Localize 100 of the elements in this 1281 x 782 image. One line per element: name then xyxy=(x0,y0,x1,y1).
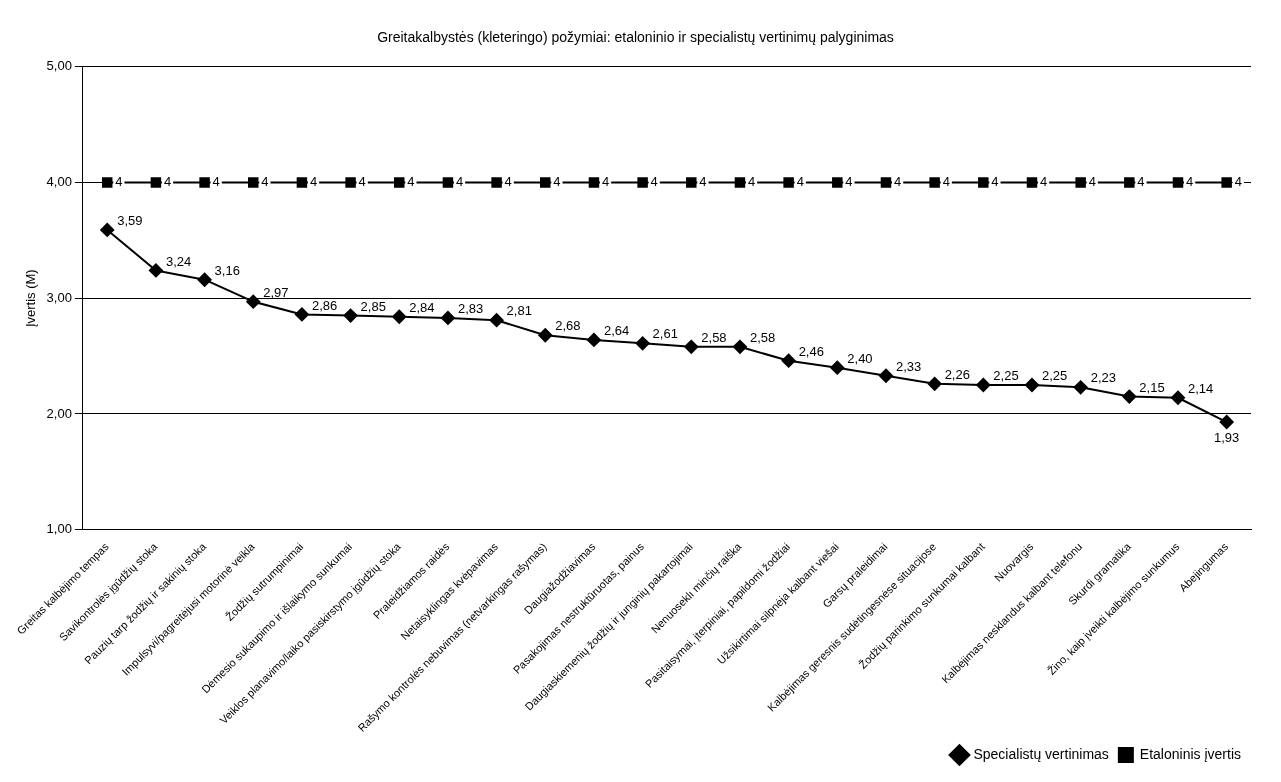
point xyxy=(830,360,845,375)
point xyxy=(686,177,697,188)
point xyxy=(392,309,407,324)
data-label: 4 xyxy=(991,174,999,190)
point xyxy=(586,332,601,347)
data-label: 2,46 xyxy=(798,343,824,359)
data-label: 4 xyxy=(796,174,804,190)
point xyxy=(1221,177,1232,188)
data-label: 4 xyxy=(163,174,172,190)
data-label: 4 xyxy=(942,174,950,190)
point xyxy=(442,177,454,188)
point xyxy=(345,177,356,188)
data-label: 4 xyxy=(407,174,415,190)
data-label: 4 xyxy=(212,174,220,190)
data-label: 4 xyxy=(1234,174,1242,190)
data-label: 2,14 xyxy=(1187,380,1214,396)
y-tick-label: 3,00 xyxy=(46,289,72,305)
point xyxy=(199,177,210,188)
point xyxy=(150,177,162,188)
data-label: 2,64 xyxy=(603,322,630,338)
point xyxy=(1122,389,1137,404)
point xyxy=(637,177,648,188)
point xyxy=(1024,378,1039,393)
point xyxy=(440,310,455,325)
y-tick-label: 2,00 xyxy=(46,405,72,421)
y-tick-label: 5,00 xyxy=(46,58,72,74)
point xyxy=(248,177,259,188)
point xyxy=(394,177,405,188)
data-label: 4 xyxy=(1088,174,1096,190)
data-label: 4 xyxy=(1185,174,1194,190)
point xyxy=(976,378,991,393)
data-label: 2,68 xyxy=(555,318,581,334)
data-label: 4 xyxy=(504,174,512,190)
point xyxy=(1073,380,1088,395)
data-label: 2,86 xyxy=(311,297,338,313)
point xyxy=(978,177,989,188)
point xyxy=(148,263,163,278)
point xyxy=(635,336,650,351)
point xyxy=(101,177,113,188)
data-label: 4 xyxy=(1039,174,1048,190)
data-label: 2,33 xyxy=(895,358,922,374)
point xyxy=(343,308,358,323)
y-tick-label: 4,00 xyxy=(46,174,72,190)
data-label: 2,25 xyxy=(1041,368,1068,384)
data-label: 2,26 xyxy=(944,366,970,382)
data-label: 2,15 xyxy=(1139,379,1165,395)
point xyxy=(878,368,893,383)
point xyxy=(294,307,309,322)
point xyxy=(296,177,308,188)
data-label: 2,61 xyxy=(652,326,678,342)
data-label: 3,59 xyxy=(117,213,143,229)
data-label: 4 xyxy=(553,174,561,190)
legend-label: Specialistų vertinimas xyxy=(973,745,1109,762)
data-label: 2,23 xyxy=(1090,370,1116,386)
data-label: 4 xyxy=(601,174,610,190)
data-label: 4 xyxy=(893,174,902,190)
point xyxy=(783,177,794,188)
data-label: 2,84 xyxy=(409,299,435,315)
data-label: 2,83 xyxy=(457,300,484,316)
data-label: 2,81 xyxy=(506,303,532,319)
chart-title: Greitakalbystės (kleteringo) požymiai: etaloninio ir specialistų vertinimų palyginimas xyxy=(377,29,894,46)
point xyxy=(100,222,115,237)
data-label: 4 xyxy=(1137,174,1145,190)
data-label: 4 xyxy=(845,174,853,190)
data-label: 4 xyxy=(261,174,269,190)
point xyxy=(929,177,940,188)
point xyxy=(734,177,746,188)
point xyxy=(538,328,553,343)
point xyxy=(880,177,892,188)
data-label: 2,25 xyxy=(993,368,1019,384)
data-label: 4 xyxy=(309,174,318,190)
point xyxy=(246,294,261,309)
data-label: 2,40 xyxy=(847,350,873,366)
data-label: 1,93 xyxy=(1214,430,1240,446)
point xyxy=(540,177,551,188)
point xyxy=(1075,177,1086,188)
data-label: 4 xyxy=(699,174,707,190)
point xyxy=(491,177,502,188)
data-label: 3,24 xyxy=(165,253,192,269)
data-label: 2,85 xyxy=(360,298,386,314)
data-label: 4 xyxy=(650,174,658,190)
data-label: 2,58 xyxy=(701,329,727,345)
point xyxy=(1124,177,1135,188)
point xyxy=(832,177,843,188)
point xyxy=(684,339,699,354)
point xyxy=(1170,390,1185,405)
y-axis-title: Įvertis (M) xyxy=(23,269,39,328)
point xyxy=(1219,415,1234,430)
point xyxy=(489,313,504,328)
point xyxy=(927,376,942,391)
y-tick-label: 1,00 xyxy=(46,521,72,537)
point xyxy=(732,339,747,354)
point xyxy=(1026,177,1038,188)
data-label: 4 xyxy=(455,174,464,190)
point xyxy=(781,353,796,368)
data-label: 2,58 xyxy=(749,329,776,345)
data-label: 3,16 xyxy=(214,262,240,278)
data-label: 2,97 xyxy=(263,284,289,300)
data-label: 4 xyxy=(115,174,123,190)
legend-label: Etaloninis įvertis xyxy=(1139,745,1241,762)
